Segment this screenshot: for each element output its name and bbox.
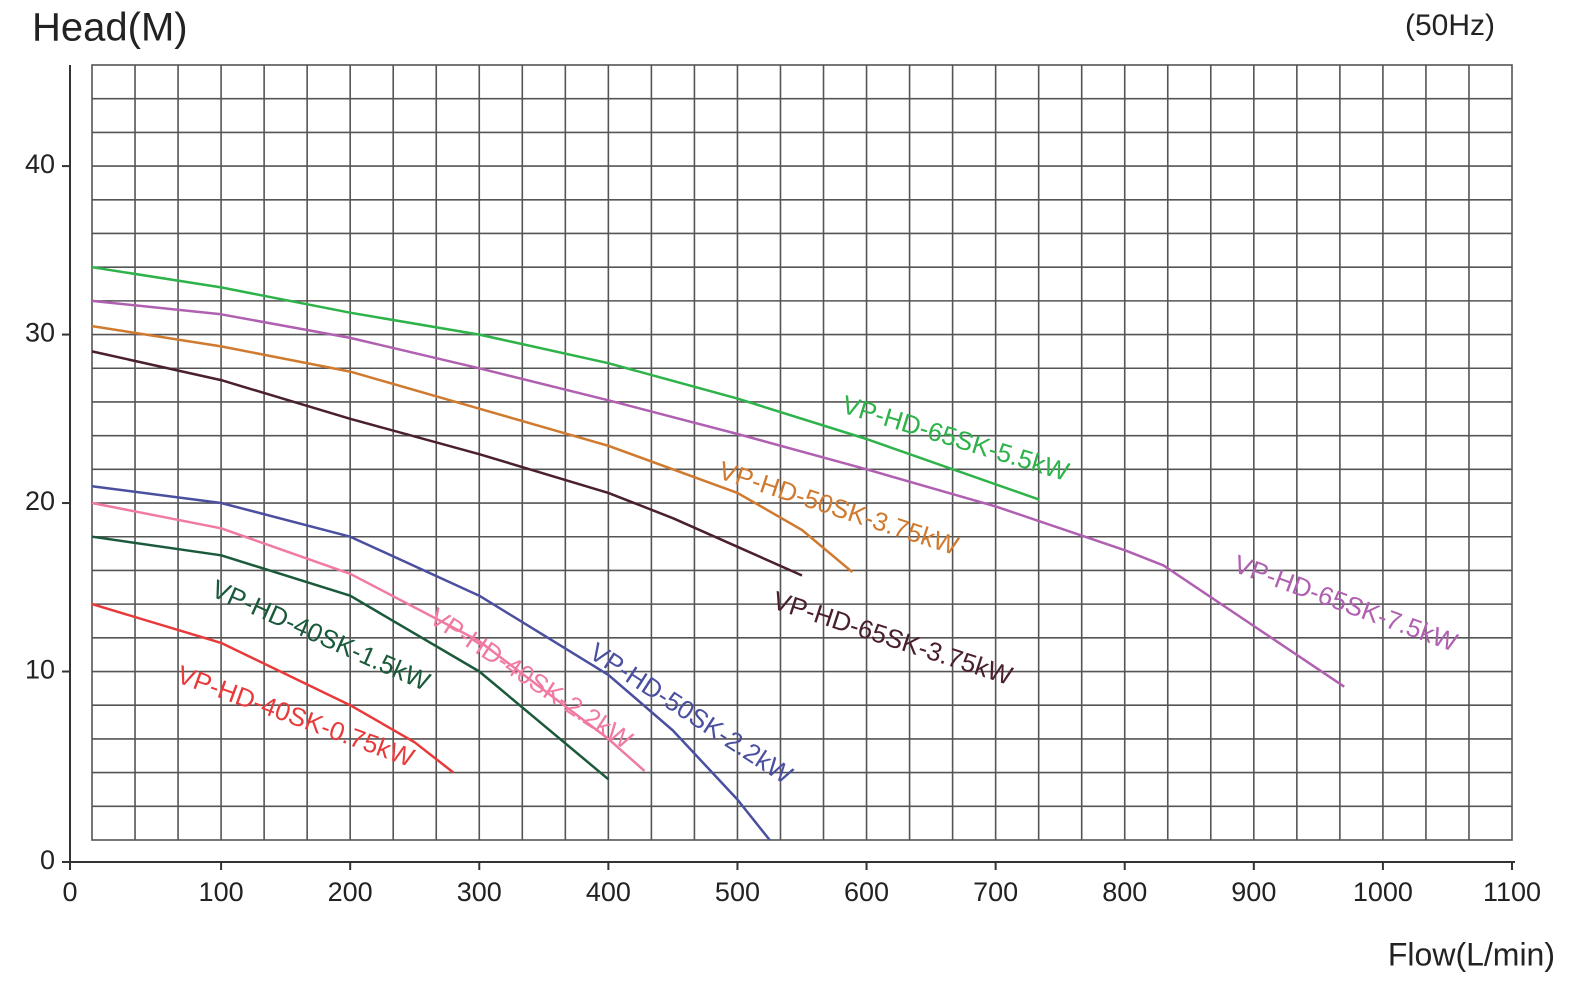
x-tick-label: 100 — [199, 877, 244, 907]
y-tick-label: 0 — [40, 845, 55, 875]
x-tick-label: 1100 — [1483, 877, 1541, 907]
y-tick-label: 20 — [25, 486, 55, 516]
y-tick-label: 10 — [25, 655, 55, 685]
grid-frame — [91, 64, 1513, 841]
x-tick-label: 200 — [328, 877, 373, 907]
grid — [91, 64, 1513, 841]
x-axis-title: Flow(L/min) — [1388, 936, 1555, 972]
subtitle: (50Hz) — [1405, 9, 1495, 42]
series-label: VP-HD-50SK-2.2kW — [584, 637, 798, 791]
series-label: VP-HD-40SK-1.5kW — [207, 573, 435, 696]
series-label: VP-HD-65SK-7.5kW — [1230, 549, 1462, 658]
curve — [91, 484, 771, 841]
y-axis-title: Head(M) — [32, 6, 188, 50]
x-tick-label: 700 — [973, 877, 1018, 907]
x-tick-label: 800 — [1102, 877, 1147, 907]
x-tick-label: 0 — [62, 877, 77, 907]
y-tick-label: 30 — [25, 318, 55, 348]
x-tick-label: 300 — [457, 877, 502, 907]
curve — [91, 265, 1040, 501]
curve — [91, 602, 455, 774]
curve — [91, 350, 803, 577]
x-tick-label: 900 — [1231, 877, 1276, 907]
curve — [91, 324, 854, 574]
x-tick-label: 600 — [844, 877, 889, 907]
x-tick-label: 1000 — [1353, 877, 1413, 907]
curve — [91, 501, 646, 772]
x-tick-label: 400 — [586, 877, 631, 907]
curve — [91, 535, 610, 781]
x-tick-label: 500 — [715, 877, 760, 907]
y-tick-label: 40 — [25, 149, 55, 179]
series-label: VP-HD-50SK-3.75kW — [715, 455, 962, 561]
series-label: VP-HD-40SK-2.2kW — [424, 602, 638, 756]
curve — [91, 299, 1345, 688]
